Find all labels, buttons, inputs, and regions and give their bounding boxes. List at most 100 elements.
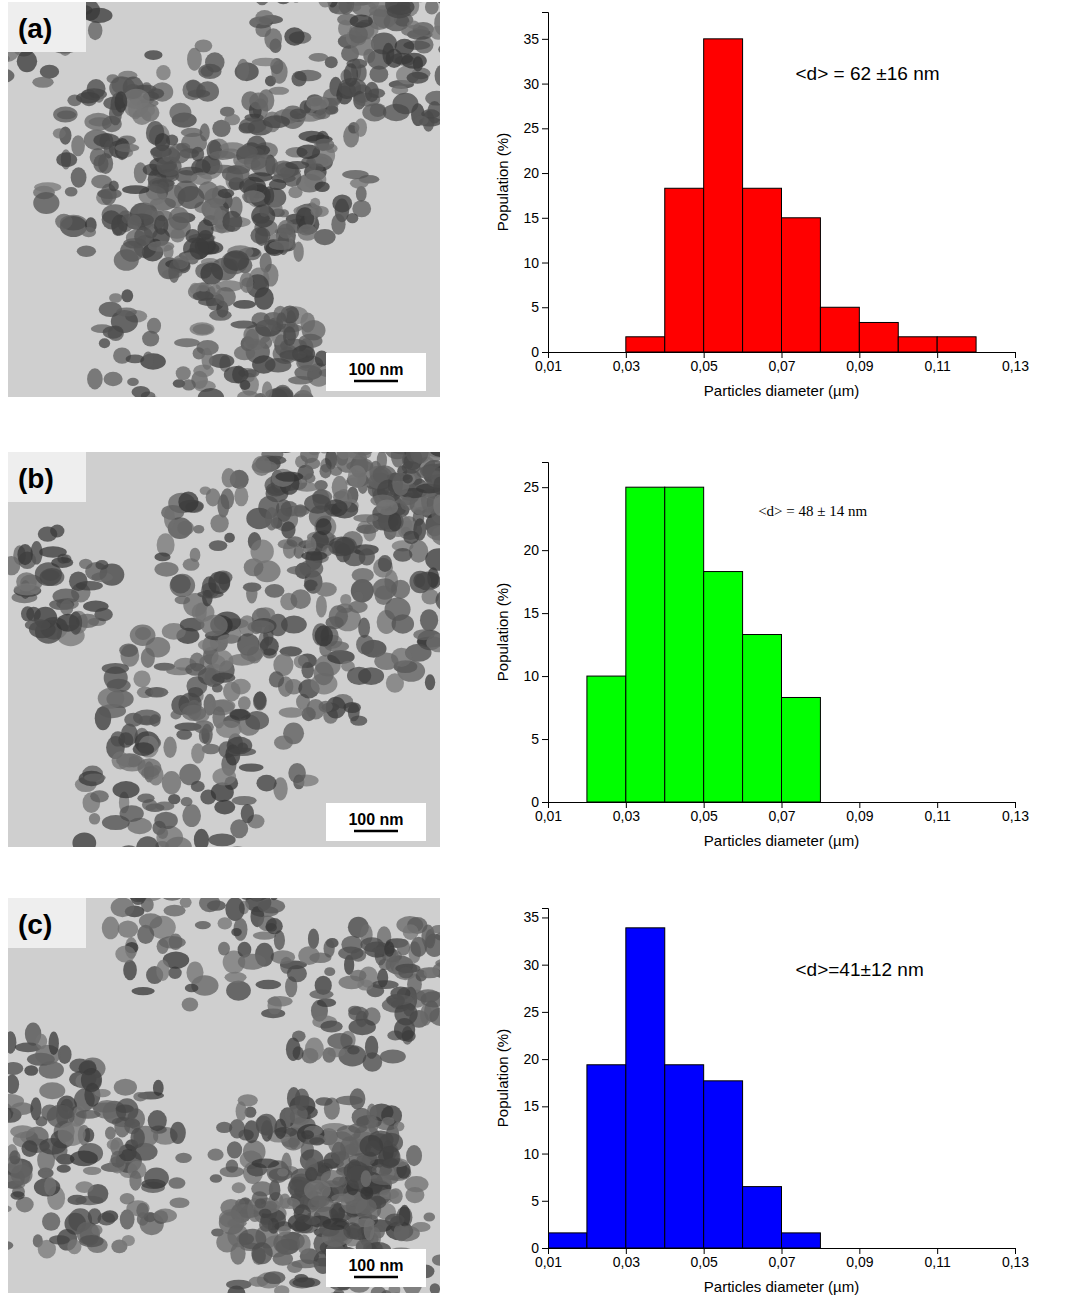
particle	[251, 1242, 272, 1264]
particle	[185, 663, 206, 676]
particle	[350, 716, 367, 726]
annotation: <d> = 48 ± 14 nm	[758, 503, 867, 519]
bar	[937, 337, 976, 352]
particle	[237, 390, 259, 397]
particle	[8, 1031, 16, 1053]
particle	[10, 1125, 35, 1138]
x-tick: 0,07	[768, 1248, 795, 1270]
particle	[169, 207, 190, 230]
particle	[269, 1168, 293, 1181]
particle	[224, 114, 240, 126]
x-tick-label: 0,11	[925, 808, 951, 824]
panel-label: (b)	[18, 463, 54, 494]
x-tick-label: 0,13	[1002, 1254, 1029, 1270]
particle	[423, 1212, 435, 1221]
particle	[137, 794, 154, 803]
particle	[245, 329, 259, 349]
particle	[386, 49, 403, 68]
particle	[371, 1174, 398, 1185]
x-tick-label: 0,01	[535, 1254, 562, 1270]
x-tick-label: 0,07	[768, 358, 795, 374]
particle	[344, 63, 359, 86]
x-tick: 0,05	[691, 352, 718, 374]
x-tick-label: 0,11	[925, 1254, 951, 1270]
y-tick-label: 10	[523, 1146, 539, 1162]
particle	[102, 917, 120, 940]
x-tick-label: 0,03	[613, 1254, 640, 1270]
particle	[103, 326, 123, 339]
particle	[154, 812, 177, 830]
particle	[102, 663, 129, 674]
particle	[99, 338, 110, 348]
y-tick-label: 20	[523, 1051, 539, 1067]
particle	[69, 611, 82, 634]
particle	[438, 44, 440, 55]
bar	[626, 928, 665, 1248]
particle	[287, 536, 304, 547]
particle	[238, 696, 251, 710]
particle	[314, 138, 334, 150]
particle	[264, 28, 282, 50]
particle	[133, 742, 155, 756]
x-tick: 0,09	[846, 352, 873, 374]
y-tick: 5	[531, 731, 548, 747]
particle	[116, 845, 142, 847]
particle	[320, 1021, 342, 1033]
particle	[156, 65, 170, 80]
particle	[424, 967, 440, 978]
particle	[60, 600, 73, 616]
particle	[425, 2, 439, 14]
particle	[259, 1209, 272, 1218]
particle	[386, 673, 404, 692]
particle	[431, 925, 440, 934]
particle	[194, 720, 214, 733]
particle	[308, 452, 320, 455]
particle	[230, 709, 251, 721]
particle	[162, 771, 182, 794]
particle	[274, 736, 293, 750]
x-tick-label: 0,01	[535, 358, 562, 374]
particle	[251, 205, 275, 228]
particle	[222, 211, 242, 232]
scale-bar-label: 100 nm	[348, 361, 403, 378]
y-tick-mark	[542, 917, 548, 918]
particle	[168, 143, 190, 163]
particle	[122, 185, 149, 194]
particle	[69, 571, 88, 591]
scale-bar-box	[326, 803, 426, 841]
particle	[120, 1193, 135, 1204]
particle	[181, 128, 203, 137]
particle	[343, 702, 361, 713]
particle	[305, 1167, 317, 1181]
particle	[231, 321, 258, 329]
particle	[308, 928, 319, 949]
particle	[154, 215, 168, 235]
particle	[400, 497, 415, 511]
image-background	[8, 898, 440, 1293]
figure: (a)100 nm(b)100 nm(c)100 nm0,010,030,050…	[0, 0, 1078, 1296]
bar	[587, 676, 626, 802]
particle	[8, 1108, 11, 1124]
particle	[154, 562, 178, 577]
particle	[265, 584, 285, 598]
particle	[196, 81, 219, 102]
particle	[430, 1283, 440, 1293]
y-tick: 30	[523, 957, 548, 973]
particle	[32, 77, 53, 88]
particle	[87, 368, 103, 389]
particle	[250, 540, 273, 564]
particle	[256, 775, 276, 792]
particle	[315, 182, 330, 192]
particle	[348, 1006, 362, 1015]
particle	[283, 326, 296, 346]
particle	[258, 899, 285, 914]
y-tick-mark	[542, 84, 548, 85]
particle	[194, 829, 209, 847]
particle	[287, 965, 307, 982]
particle	[276, 312, 286, 329]
particle	[214, 800, 235, 815]
particle	[139, 913, 162, 929]
particle	[409, 571, 431, 593]
y-tick-label: 10	[523, 668, 539, 684]
particle	[278, 1226, 291, 1235]
